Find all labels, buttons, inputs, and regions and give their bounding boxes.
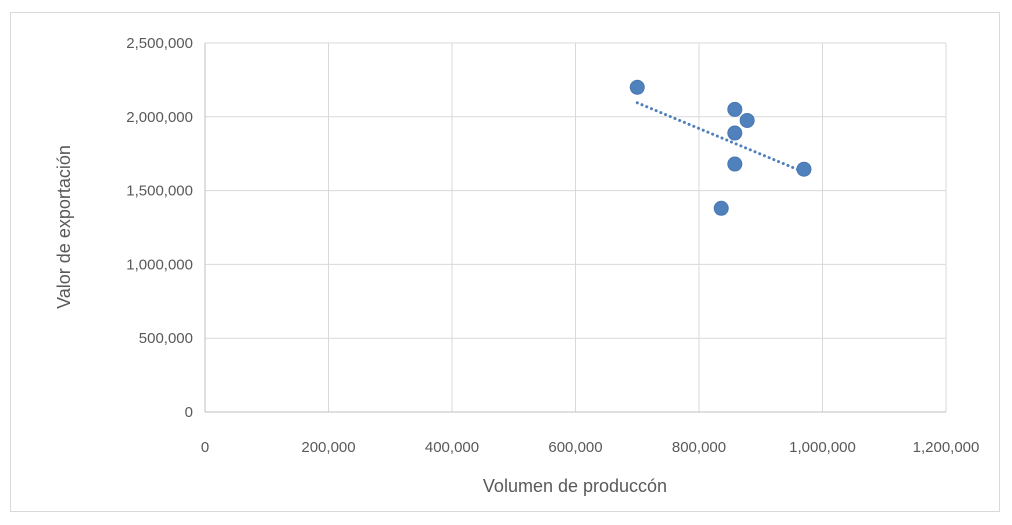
y-axis-title: Valor de exportación xyxy=(54,145,74,309)
data-point xyxy=(739,112,755,128)
x-tick-label: 400,000 xyxy=(425,439,479,456)
gridlines xyxy=(205,42,947,412)
y-tick-label: 500,000 xyxy=(139,330,193,347)
data-point xyxy=(713,200,729,216)
x-tick-label: 1,200,000 xyxy=(913,439,980,456)
y-tick-label: 0 xyxy=(185,404,193,421)
y-tick-label: 2,500,000 xyxy=(126,35,193,52)
x-tick-label: 600,000 xyxy=(548,439,602,456)
y-tick-label: 2,000,000 xyxy=(126,109,193,126)
data-point xyxy=(727,156,743,172)
x-axis-title: Volumen de produccón xyxy=(483,476,667,496)
chart-frame xyxy=(10,12,1000,512)
axes xyxy=(204,43,946,413)
data-point xyxy=(629,79,645,95)
data-points xyxy=(629,79,812,216)
trendline xyxy=(635,101,806,174)
data-point xyxy=(796,161,812,177)
trendline-group xyxy=(635,101,806,174)
x-tick-label: 800,000 xyxy=(672,439,726,456)
y-tick-label: 1,000,000 xyxy=(126,256,193,273)
data-point xyxy=(727,125,743,141)
data-point xyxy=(727,101,743,117)
tick-labels: 0 500,000 1,000,000 1,500,000 2,000,000 2,500… xyxy=(126,35,979,456)
x-tick-label: 200,000 xyxy=(301,439,355,456)
x-tick-label: 0 xyxy=(201,439,209,456)
x-tick-label: 1,000,000 xyxy=(789,439,856,456)
y-tick-label: 1,500,000 xyxy=(126,183,193,200)
